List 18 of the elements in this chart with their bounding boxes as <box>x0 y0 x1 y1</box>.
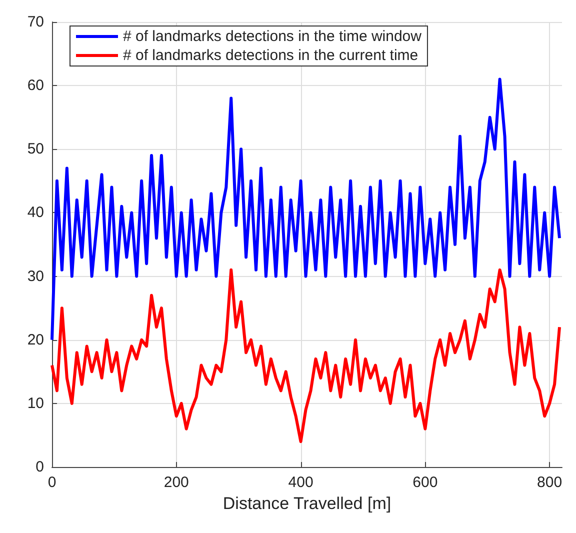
y-tick-label: 20 <box>27 331 44 348</box>
x-tick-label: 600 <box>412 474 438 491</box>
x-tick-label: 0 <box>48 474 56 491</box>
x-axis-title: Distance Travelled [m] <box>222 494 392 513</box>
y-tick-label: 50 <box>27 140 44 158</box>
line-series <box>50 268 562 444</box>
y-tick-label: 70 <box>27 14 44 30</box>
y-tick-label: 10 <box>27 394 44 412</box>
legend-label: # of landmarks detections in the time window <box>123 28 422 45</box>
y-tick-label: 0 <box>36 458 44 476</box>
legend-label: # of landmarks detections in the current time <box>123 47 418 64</box>
y-tick-label: 40 <box>27 204 44 222</box>
y-tick-label: 60 <box>27 77 44 94</box>
x-tick-label: 400 <box>288 474 314 491</box>
x-tick-label: 200 <box>164 474 189 491</box>
y-tick-label: 30 <box>27 268 44 285</box>
x-tick-label: 800 <box>537 474 562 491</box>
line-series <box>50 78 562 342</box>
